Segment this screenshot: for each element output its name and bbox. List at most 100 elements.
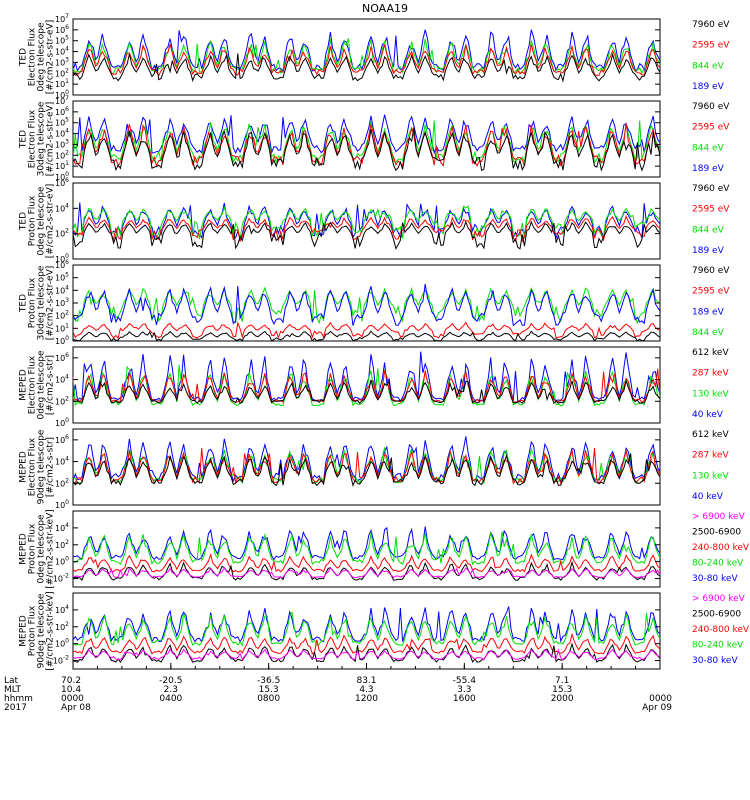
series-line	[73, 114, 660, 155]
series-line	[73, 611, 660, 647]
panel-frame	[72, 182, 661, 260]
y-label-line: TED	[19, 48, 29, 67]
y-label-line: 90deg telescope	[37, 593, 47, 668]
legend-entry: 80-240 keV	[692, 641, 744, 651]
x-tick-label: 70.2	[61, 676, 81, 686]
x-tick-label: 83.1	[356, 676, 376, 686]
y-label-line: 0deg telescope	[37, 186, 47, 256]
y-label-line: Proton Flux	[28, 605, 38, 656]
y-tick-label: 102	[55, 149, 69, 160]
x-tick-label: -36.5	[257, 676, 280, 686]
y-tick-label: 102	[55, 621, 69, 632]
series-line	[73, 526, 660, 561]
x-tick-label: 15.3	[552, 685, 572, 695]
x-tick-label: 1200	[355, 694, 378, 704]
x-row-label: MLT	[4, 685, 22, 695]
x-tick-label: 3.3	[457, 685, 471, 695]
panel-frame	[72, 18, 661, 96]
panel-frame	[72, 100, 661, 178]
y-tick-label: 104	[55, 374, 69, 385]
y-label-line: MEPED	[19, 533, 29, 565]
y-label-line: MEPED	[19, 615, 29, 647]
y-tick-label: 105	[55, 117, 69, 128]
x-row-label: 2017	[4, 703, 27, 713]
y-tick-label: 104	[55, 522, 69, 533]
series-line	[73, 205, 660, 241]
x-tick-label: Apr 08	[61, 703, 91, 713]
legend-entry: 30-80 keV	[692, 574, 738, 584]
x-row-label: hhmm	[4, 694, 33, 704]
series-line	[73, 453, 660, 487]
y-tick-label: 102	[55, 310, 69, 321]
legend-entry: 844 eV	[692, 328, 725, 338]
plot-area	[73, 436, 660, 487]
legend-entry: 189 eV	[692, 82, 725, 92]
panel-frame	[72, 346, 661, 424]
y-tick-label: 102	[55, 395, 69, 406]
x-tick-label: 0800	[257, 694, 280, 704]
plot-area	[73, 526, 660, 581]
y-label-line: [#/cm2-s-str-keV]	[46, 591, 56, 670]
y-axis-label: TED Proton Flux 30deg telescope [#/cm2-s-st…	[19, 265, 56, 340]
x-tick-label: 0000	[649, 694, 672, 704]
series-line	[73, 368, 660, 403]
y-label-line: Proton Flux	[28, 195, 38, 246]
y-tick-label: 100	[55, 499, 69, 510]
legend-entry: 2500-6900	[692, 528, 741, 538]
legend-entry: 7960 eV	[692, 184, 730, 194]
y-tick-label: 103	[55, 56, 69, 67]
y-tick-label: 104	[55, 284, 69, 295]
y-tick-label: 106	[55, 352, 69, 363]
y-label-line: [#/cm2-s-str]	[46, 355, 56, 415]
legend-entry: 189 eV	[692, 307, 725, 317]
figure-title: NOAA19	[362, 2, 408, 15]
series-line	[73, 283, 660, 327]
legend-entry: 240-800 keV	[692, 543, 750, 553]
y-label-line: 0deg telescope	[37, 350, 47, 420]
y-axis-label: MEPED Proton Flux 0deg telescope [#/cm2-s-s…	[19, 509, 56, 588]
y-label-line: [#/cm2-s-str-keV]	[46, 509, 56, 588]
legend-entry: 612 keV	[692, 430, 729, 440]
legend-entry: 2595 eV	[692, 123, 730, 133]
y-label-line: Proton Flux	[28, 523, 38, 574]
legend-entry: 2500-6900	[692, 610, 741, 620]
plot-area	[73, 283, 660, 341]
y-tick-label: 10-2	[53, 655, 69, 666]
y-label-line: Electron Flux	[28, 109, 38, 168]
y-tick-label: 106	[55, 106, 69, 117]
series-line	[73, 43, 660, 77]
y-tick-label: 104	[55, 604, 69, 615]
series-line	[73, 220, 660, 250]
legend-entry: 844 eV	[692, 225, 725, 235]
y-axis-label: TED Electron Flux 30deg telescope [#/cm2-s-…	[19, 101, 56, 176]
x-row-label: Lat	[4, 676, 19, 686]
y-label-line: MEPED	[19, 451, 29, 483]
y-label-line: 0deg telescope	[37, 514, 47, 584]
y-label-line: [#/cm2-s-str-eV]	[46, 184, 56, 259]
y-tick-label: 106	[55, 434, 69, 445]
y-tick-label: 107	[55, 13, 69, 24]
y-tick-label: 101	[55, 322, 69, 333]
y-tick-label: 100	[55, 556, 69, 567]
series-line	[73, 202, 660, 240]
series-line	[73, 52, 660, 83]
legend-entry: 7960 eV	[692, 20, 730, 30]
y-tick-label: 102	[55, 539, 69, 550]
x-tick-label: -20.5	[159, 676, 182, 686]
y-tick-label: 10-2	[53, 573, 69, 584]
legend-entry: 2595 eV	[692, 205, 730, 215]
x-tick-label: 2000	[551, 694, 574, 704]
y-label-line: [#/cm2-s-str-eV]	[46, 20, 56, 95]
y-tick-label: 103	[55, 138, 69, 149]
legend-entry: 40 keV	[692, 492, 724, 502]
y-label-line: TED	[19, 212, 29, 231]
